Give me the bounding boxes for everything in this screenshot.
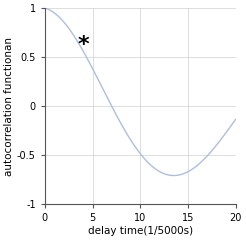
Text: *: * [77, 35, 89, 55]
X-axis label: delay time(1/5000s): delay time(1/5000s) [88, 226, 193, 236]
Y-axis label: autocorrelation functionan: autocorrelation functionan [4, 36, 14, 176]
